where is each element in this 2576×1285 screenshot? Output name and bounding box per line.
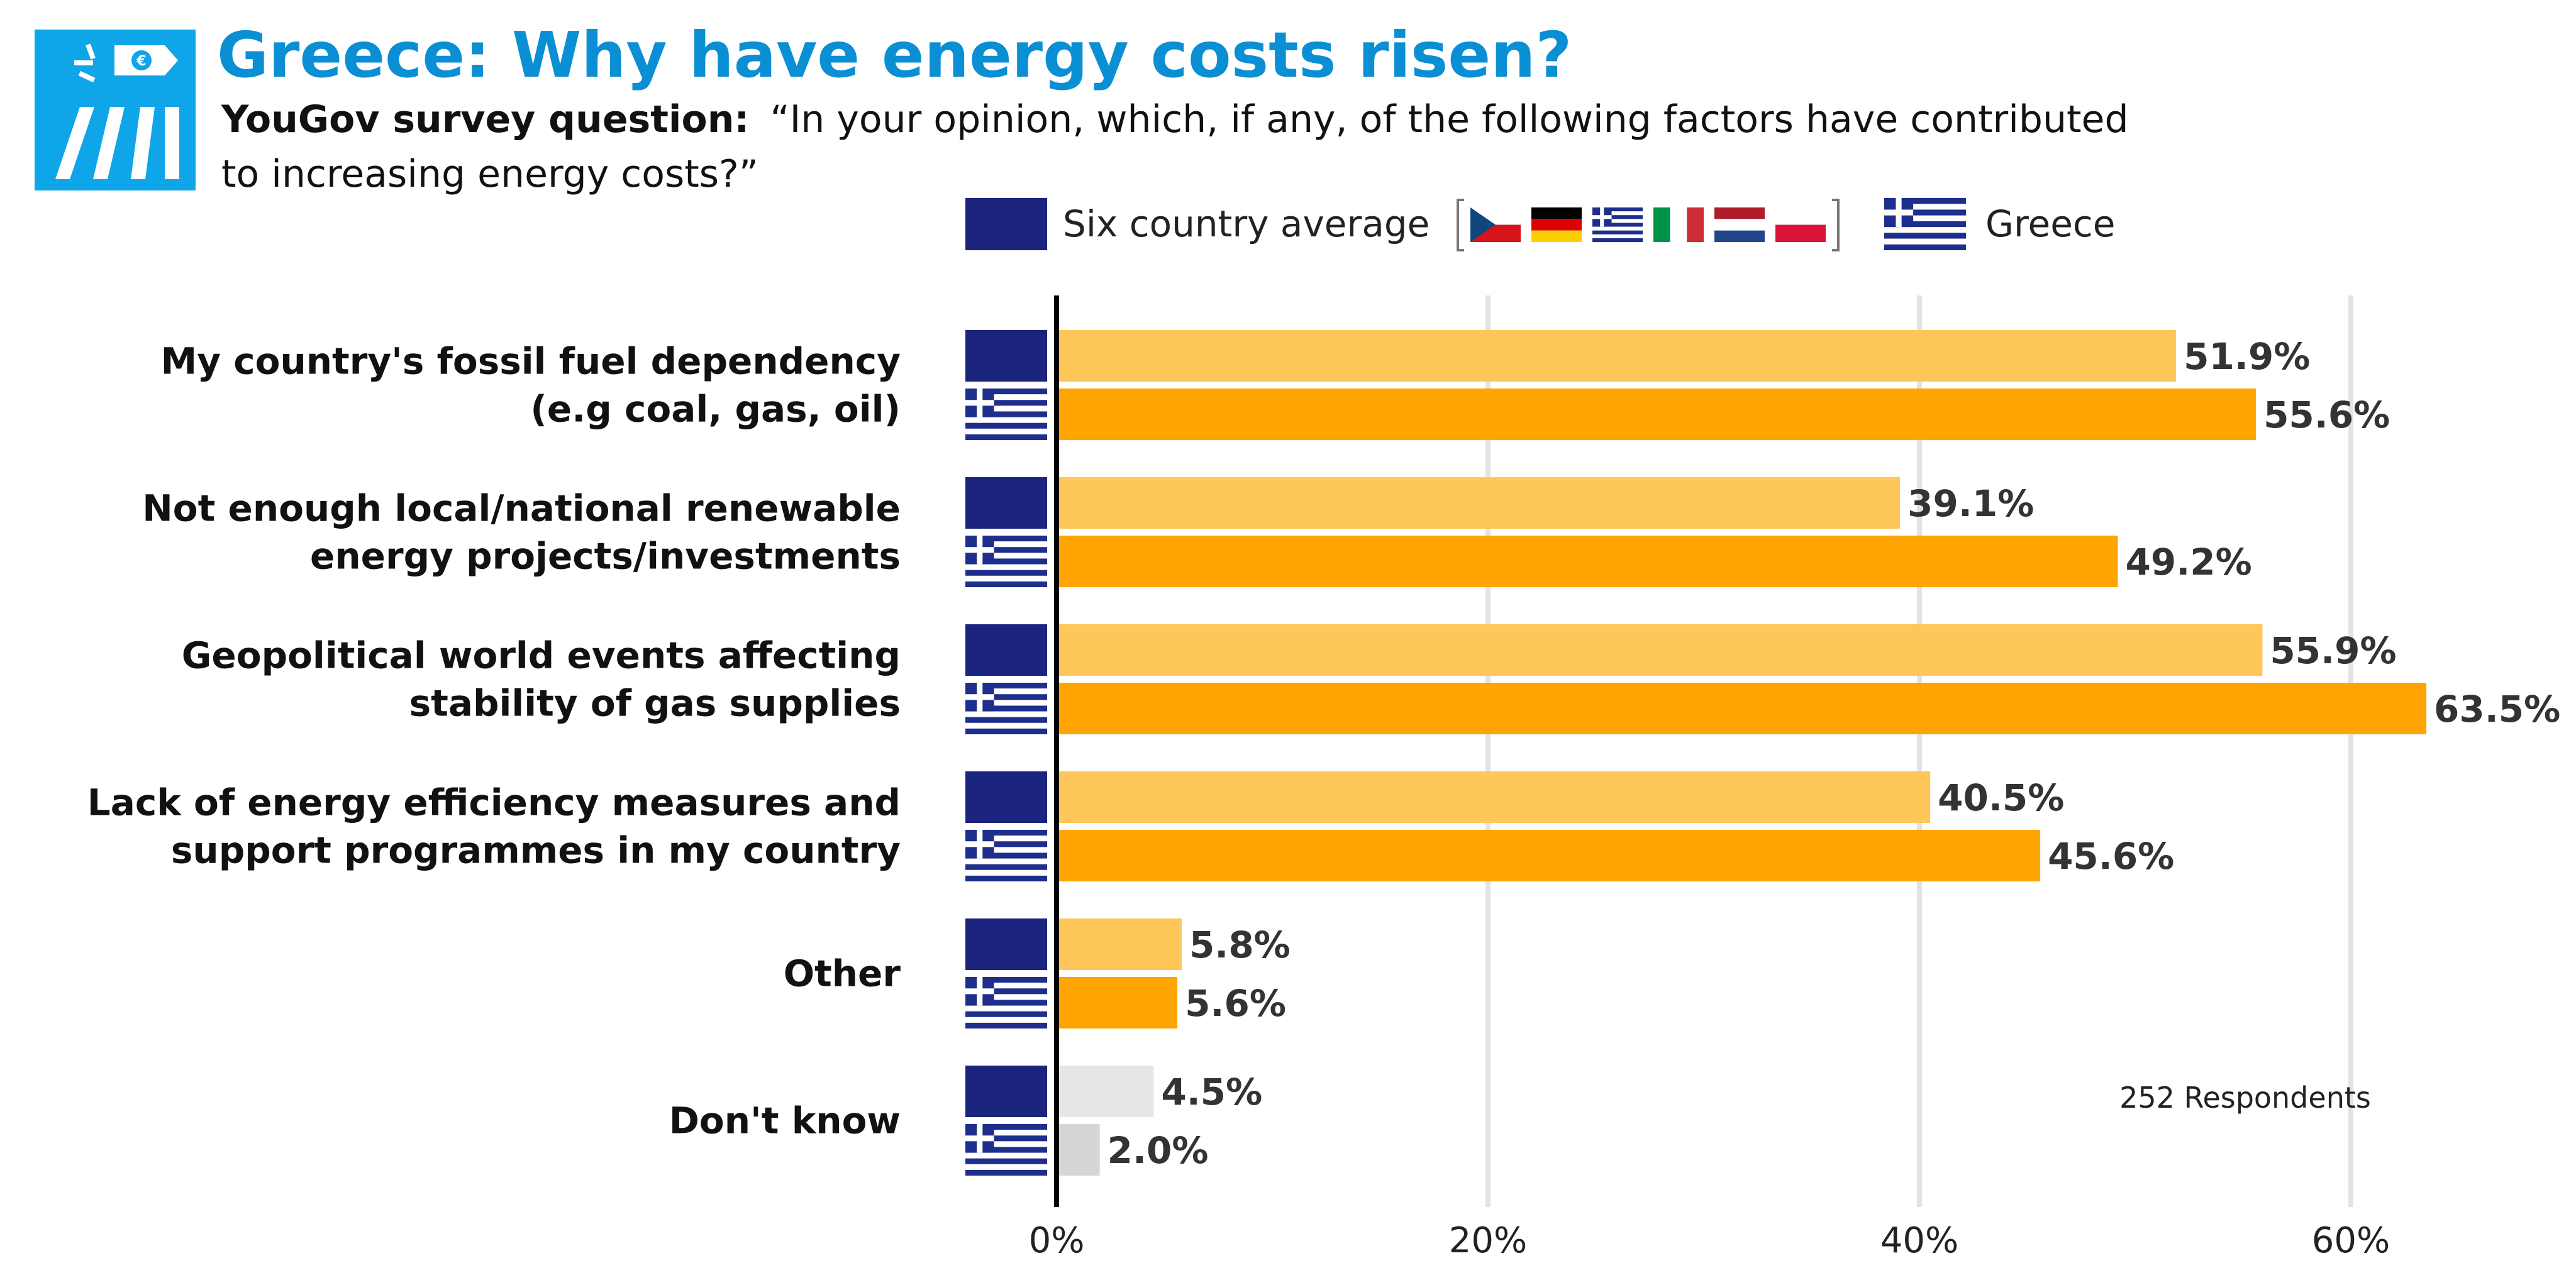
legend-country-label: Greece [1985, 202, 2115, 245]
flag-greece-icon [1592, 207, 1643, 242]
x-tick-label: 60% [2312, 1220, 2390, 1261]
bar-greece [1059, 536, 2118, 587]
x-tick-label: 20% [1449, 1220, 1527, 1261]
avg-badge-icon [965, 771, 1047, 823]
bar-value-label: 5.6% [1185, 982, 1286, 1025]
category-label: Not enough local/national renewable energ… [142, 487, 901, 578]
survey-question: YouGov survey question: “In your opinion… [221, 97, 2129, 141]
legend: Six country average Greece [965, 198, 2115, 251]
category-label: Lack of energy efficiency measures and su… [87, 781, 901, 872]
bar-value-label: 40.5% [1938, 776, 2064, 819]
flag-germany-icon [1531, 207, 1582, 242]
bar-value-label: 5.8% [1189, 924, 1291, 966]
greece-flag-icon [965, 1124, 1047, 1176]
flag-czechia-icon [1470, 207, 1521, 242]
avg-badge-icon [965, 330, 1047, 382]
bar-greece [1059, 977, 1178, 1029]
bar-rows: My country's fossil fuel dependency (e.g … [87, 330, 2560, 1176]
category-row: Other 5.8% 5.6% [784, 918, 1291, 1029]
bar-six-country-average [1059, 918, 1182, 970]
bar-six-country-average [1059, 330, 2177, 382]
category-row: My country's fossil fuel dependency (e.g … [161, 330, 2390, 440]
bar-six-country-average [1059, 624, 2263, 676]
legend-bracket-left [1457, 199, 1464, 251]
energy-price-sign-icon: € [55, 43, 179, 179]
bar-value-label: 49.2% [2126, 541, 2252, 583]
greece-flag-icon [965, 977, 1047, 1029]
bar-greece [1059, 830, 2041, 881]
survey-question-line2: to increasing energy costs?” [221, 152, 758, 196]
category-label: My country's fossil fuel dependency (e.g … [161, 340, 901, 431]
survey-question-text: “In your opinion, which, if any, of the … [770, 97, 2129, 141]
legend-avg-label: Six country average [1063, 202, 1430, 245]
bar-value-label: 45.6% [2048, 835, 2174, 878]
grid-lines [1485, 295, 2353, 1207]
flag-netherlands-icon [1714, 207, 1765, 242]
greece-flag-icon [965, 830, 1047, 881]
category-row: Geopolitical world events affecting stabi… [182, 624, 2560, 734]
bar-six-country-average [1059, 771, 1931, 823]
greece-flag-icon [965, 389, 1047, 440]
greece-flag-icon [965, 536, 1047, 587]
legend-avg-swatch [965, 198, 1047, 250]
legend-flag-group [1457, 199, 1840, 251]
x-tick-label: 40% [1880, 1220, 1958, 1261]
bar-value-label: 55.9% [2270, 629, 2396, 672]
category-label: Other [784, 952, 901, 995]
page-title: Greece: Why have energy costs risen? [217, 18, 1572, 92]
bar-greece [1059, 389, 2257, 440]
bar-greece [1059, 683, 2427, 734]
bar-value-label: 63.5% [2434, 688, 2560, 731]
avg-badge-icon [965, 1066, 1047, 1117]
respondents-note: 252 Respondents [2119, 1081, 2371, 1115]
category-label: Geopolitical world events affecting stabi… [182, 634, 901, 725]
bar-six-country-average [1059, 477, 1901, 529]
category-row: Don't know 4.5% 2.0% [669, 1066, 1262, 1176]
category-row: Not enough local/national renewable energ… [142, 477, 2252, 587]
category-label: Don't know [669, 1100, 901, 1142]
flag-poland-icon [1775, 207, 1826, 242]
avg-badge-icon [965, 918, 1047, 970]
avg-badge-icon [965, 624, 1047, 676]
bar-value-label: 4.5% [1161, 1071, 1262, 1113]
legend-bracket-right [1832, 199, 1840, 251]
svg-text:€: € [136, 53, 146, 69]
flag-italy-icon [1653, 207, 1704, 242]
greece-flag-icon [965, 683, 1047, 734]
bar-greece [1059, 1124, 1100, 1176]
category-row: Lack of energy efficiency measures and su… [87, 771, 2174, 881]
bar-value-label: 39.1% [1907, 482, 2034, 525]
logo: € [35, 30, 196, 190]
x-axis-ticks: 0% 20% 40% 60% [1029, 1220, 2390, 1261]
bar-value-label: 2.0% [1108, 1129, 1209, 1172]
legend-greece-flag [1884, 198, 1966, 250]
bar-value-label: 55.6% [2263, 394, 2390, 436]
avg-badge-icon [965, 477, 1047, 529]
x-tick-label: 0% [1029, 1220, 1085, 1261]
bar-value-label: 51.9% [2184, 335, 2310, 378]
survey-question-label: YouGov survey question: [221, 97, 749, 141]
bar-six-country-average [1059, 1066, 1154, 1117]
